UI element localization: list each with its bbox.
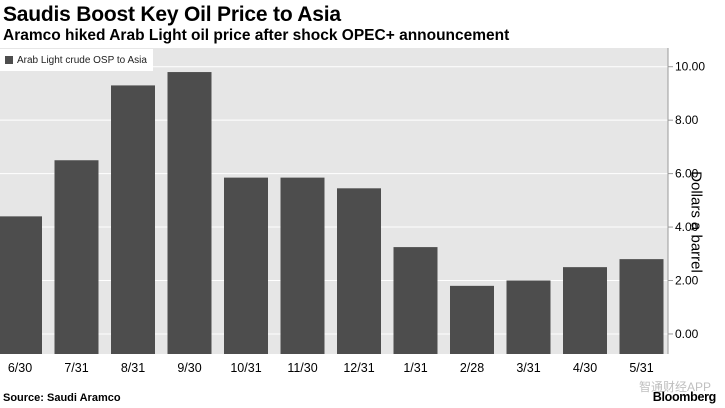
x-tick-label: 4/30	[573, 361, 597, 375]
x-tick-label: 9/30	[177, 361, 201, 375]
legend-label: Arab Light crude OSP to Asia	[17, 54, 147, 66]
y-tick-label: 2.00	[675, 274, 699, 288]
x-tick-label: 5/31	[629, 361, 653, 375]
y-tick-label: 6.00	[675, 167, 699, 181]
watermark: 智通财经APP	[638, 380, 711, 394]
bar-10-31	[224, 177, 268, 354]
y-tick-label: 4.00	[675, 220, 699, 234]
x-tick-label: 7/31	[64, 361, 88, 375]
bar-7-31	[54, 160, 99, 354]
legend-swatch	[5, 56, 13, 64]
chart-title: Saudis Boost Key Oil Price to Asia	[3, 3, 341, 26]
y-tick-label: 8.00	[675, 113, 699, 127]
bar-12-31	[337, 188, 381, 354]
source-note: Source: Saudi Aramco	[3, 392, 121, 404]
bar-8-31	[111, 85, 155, 354]
x-tick-label: 11/30	[287, 361, 317, 375]
x-tick-label: 1/31	[403, 361, 427, 375]
y-tick-label: 0.00	[675, 327, 699, 341]
bar-chart: 0.00 2.00 4.00 6.00 8.00 10.00 6/30 7/31 8/31 9/3…	[0, 48, 705, 375]
bar-2-28	[450, 285, 494, 354]
bar-3-31	[506, 280, 551, 354]
x-tick-label: 12/31	[343, 361, 374, 375]
bar-11-30	[280, 177, 325, 354]
bar-6-30	[0, 216, 42, 354]
legend: Arab Light crude OSP to Asia	[0, 49, 153, 71]
bar-1-31	[393, 247, 438, 354]
x-tick-label: 3/31	[516, 361, 540, 375]
x-tick-label: 10/31	[230, 361, 261, 375]
bar-9-30	[167, 72, 212, 354]
bar-5-31	[619, 259, 664, 354]
y-tick-label: 10.00	[675, 60, 705, 74]
chart-subtitle: Aramco hiked Arab Light oil price after …	[3, 27, 510, 44]
y-axis-label: Dollars a barrel	[687, 171, 705, 273]
x-tick-label: 2/28	[460, 361, 484, 375]
x-tick-label: 8/31	[121, 361, 145, 375]
bar-4-30	[563, 267, 607, 354]
x-tick-label: 6/30	[8, 361, 32, 375]
bloomberg-logo: Bloomberg	[652, 390, 717, 404]
